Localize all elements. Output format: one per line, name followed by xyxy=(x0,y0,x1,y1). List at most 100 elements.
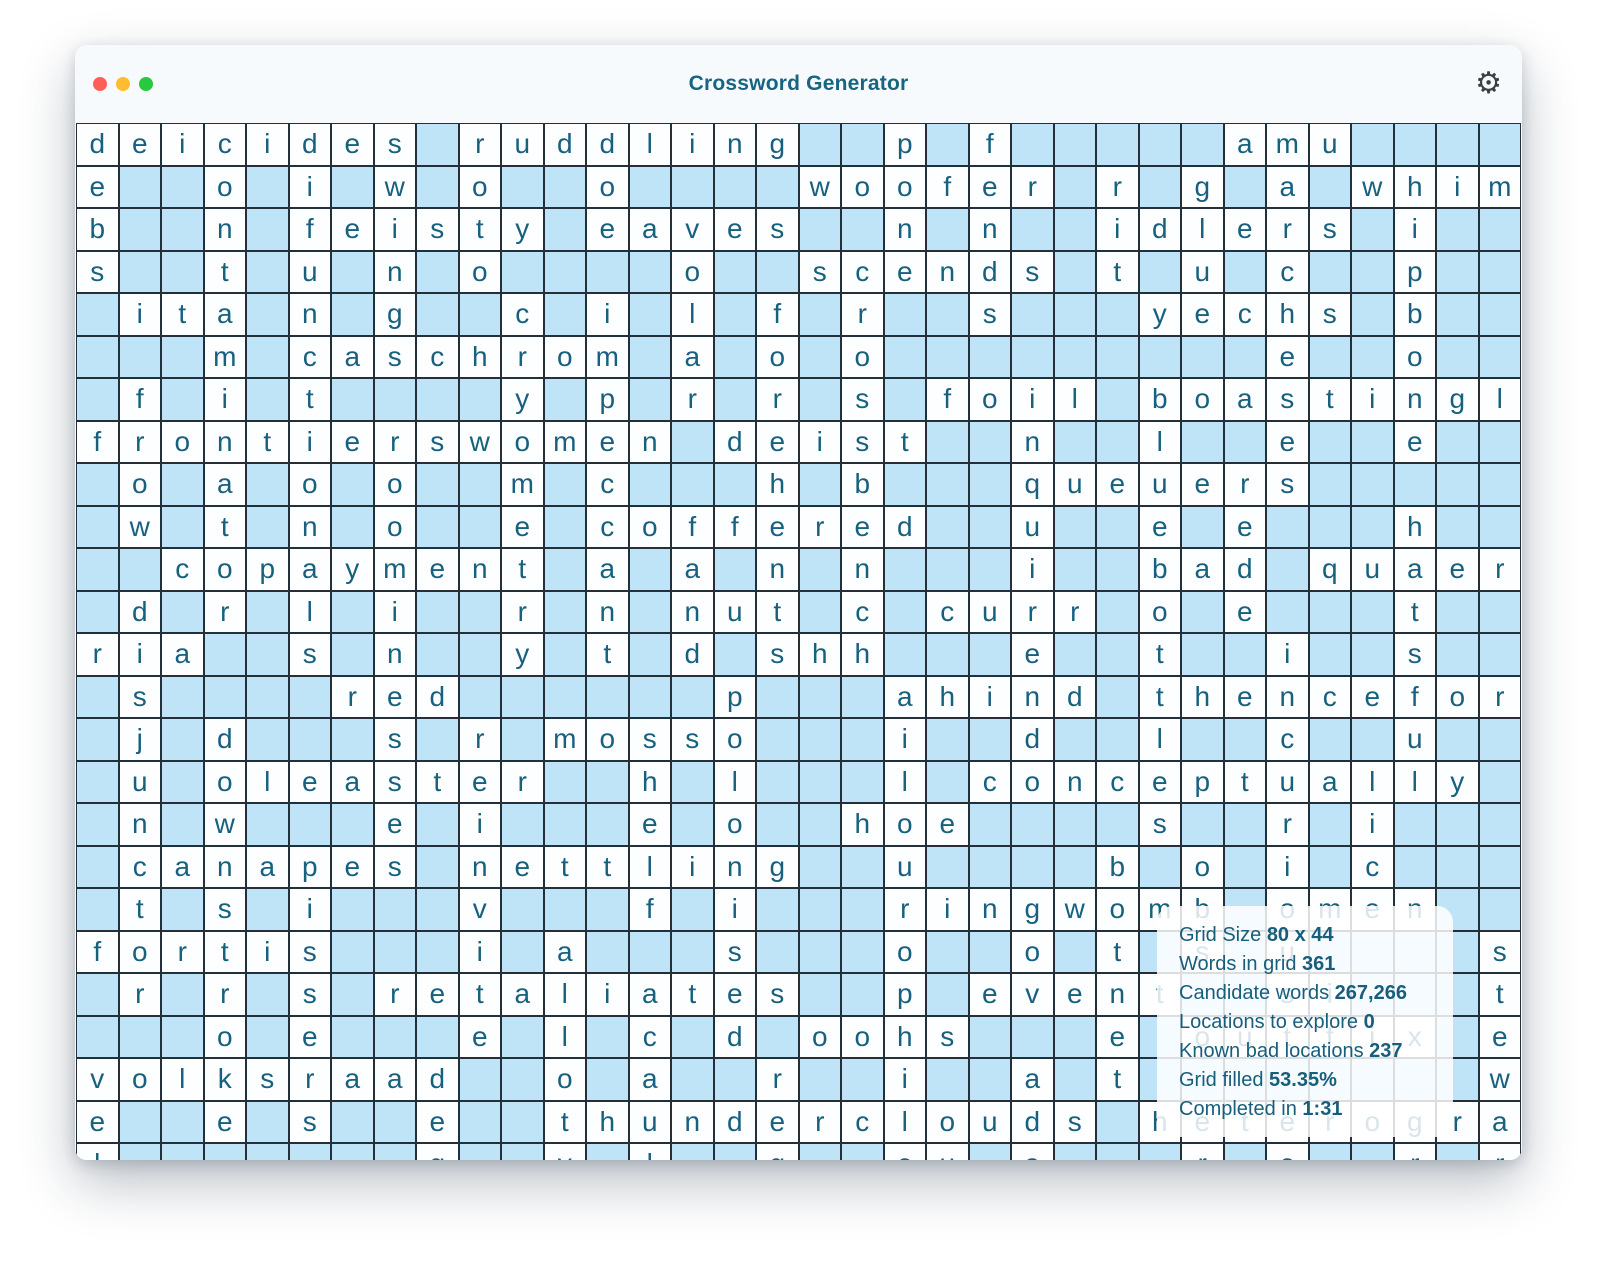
grid-cell-r12-c12[interactable] xyxy=(543,590,586,633)
grid-cell-r5-c18[interactable] xyxy=(798,293,841,336)
grid-cell-r17-c27[interactable] xyxy=(1181,803,1224,846)
grid-cell-r25-c6[interactable] xyxy=(288,1143,331,1160)
grid-cell-r19-c25[interactable]: o xyxy=(1096,888,1139,931)
grid-cell-r3-c14[interactable]: a xyxy=(628,208,671,251)
settings-gear-icon[interactable]: ⚙ xyxy=(1475,67,1502,100)
grid-cell-r14-c12[interactable] xyxy=(543,675,586,718)
grid-cell-r19-c9[interactable] xyxy=(416,888,459,931)
grid-cell-r20-c4[interactable]: t xyxy=(203,930,246,973)
grid-cell-r9-c20[interactable] xyxy=(883,463,926,506)
grid-cell-r23-c24[interactable] xyxy=(1053,1058,1096,1101)
grid-cell-r10-c13[interactable]: c xyxy=(586,505,629,548)
grid-cell-r3-c9[interactable]: s xyxy=(416,208,459,251)
grid-cell-r14-c25[interactable] xyxy=(1096,675,1139,718)
grid-cell-r16-c9[interactable]: t xyxy=(416,760,459,803)
grid-cell-r19-c20[interactable]: r xyxy=(883,888,926,931)
grid-cell-r24-c15[interactable]: n xyxy=(671,1100,714,1143)
grid-cell-r7-c18[interactable] xyxy=(798,378,841,421)
grid-cell-r10-c21[interactable] xyxy=(926,505,969,548)
grid-cell-r17-c33[interactable] xyxy=(1436,803,1479,846)
grid-cell-r5-c27[interactable]: e xyxy=(1181,293,1224,336)
grid-cell-r1-c33[interactable] xyxy=(1436,123,1479,166)
close-button[interactable] xyxy=(93,77,107,91)
grid-cell-r3-c26[interactable]: d xyxy=(1138,208,1181,251)
grid-cell-r21-c2[interactable]: r xyxy=(118,973,161,1016)
grid-cell-r11-c3[interactable]: c xyxy=(161,548,204,591)
grid-cell-r10-c19[interactable]: e xyxy=(841,505,884,548)
grid-cell-r18-c17[interactable]: g xyxy=(756,845,799,888)
grid-cell-r3-c17[interactable]: s xyxy=(756,208,799,251)
grid-cell-r15-c28[interactable] xyxy=(1223,718,1266,761)
grid-cell-r22-c24[interactable] xyxy=(1053,1015,1096,1058)
grid-cell-r2-c16[interactable] xyxy=(713,165,756,208)
grid-cell-r4-c32[interactable]: p xyxy=(1393,250,1436,293)
grid-cell-r10-c16[interactable]: f xyxy=(713,505,756,548)
grid-cell-r16-c20[interactable]: l xyxy=(883,760,926,803)
grid-cell-r25-c1[interactable]: l xyxy=(76,1143,119,1160)
grid-cell-r17-c5[interactable] xyxy=(246,803,289,846)
grid-cell-r1-c14[interactable]: l xyxy=(628,123,671,166)
grid-cell-r24-c7[interactable] xyxy=(331,1100,374,1143)
grid-cell-r17-c16[interactable]: o xyxy=(713,803,756,846)
grid-cell-r18-c18[interactable] xyxy=(798,845,841,888)
grid-cell-r14-c19[interactable] xyxy=(841,675,884,718)
grid-cell-r4-c21[interactable]: n xyxy=(926,250,969,293)
grid-cell-r7-c19[interactable]: s xyxy=(841,378,884,421)
grid-cell-r15-c29[interactable]: c xyxy=(1266,718,1309,761)
grid-cell-r23-c15[interactable] xyxy=(671,1058,714,1101)
grid-cell-r15-c10[interactable]: r xyxy=(458,718,501,761)
grid-cell-r23-c19[interactable] xyxy=(841,1058,884,1101)
grid-cell-r15-c20[interactable]: i xyxy=(883,718,926,761)
grid-cell-r20-c34[interactable]: s xyxy=(1478,930,1521,973)
grid-cell-r17-c6[interactable] xyxy=(288,803,331,846)
grid-cell-r7-c12[interactable] xyxy=(543,378,586,421)
grid-cell-r4-c5[interactable] xyxy=(246,250,289,293)
grid-cell-r22-c6[interactable]: e xyxy=(288,1015,331,1058)
grid-cell-r10-c20[interactable]: d xyxy=(883,505,926,548)
grid-cell-r8-c21[interactable] xyxy=(926,420,969,463)
grid-cell-r3-c16[interactable]: e xyxy=(713,208,756,251)
grid-cell-r6-c1[interactable] xyxy=(76,335,119,378)
grid-cell-r12-c15[interactable]: n xyxy=(671,590,714,633)
grid-cell-r20-c9[interactable] xyxy=(416,930,459,973)
grid-cell-r19-c34[interactable] xyxy=(1478,888,1521,931)
grid-cell-r24-c20[interactable]: l xyxy=(883,1100,926,1143)
grid-cell-r15-c21[interactable] xyxy=(926,718,969,761)
grid-cell-r21-c22[interactable]: e xyxy=(968,973,1011,1016)
grid-cell-r1-c18[interactable] xyxy=(798,123,841,166)
grid-cell-r22-c9[interactable] xyxy=(416,1015,459,1058)
grid-cell-r8-c31[interactable] xyxy=(1351,420,1394,463)
grid-cell-r25-c24[interactable] xyxy=(1053,1143,1096,1160)
grid-cell-r13-c7[interactable] xyxy=(331,633,374,676)
grid-cell-r23-c20[interactable]: i xyxy=(883,1058,926,1101)
grid-cell-r15-c26[interactable]: l xyxy=(1138,718,1181,761)
grid-cell-r12-c24[interactable]: r xyxy=(1053,590,1096,633)
grid-cell-r11-c25[interactable] xyxy=(1096,548,1139,591)
grid-cell-r4-c16[interactable] xyxy=(713,250,756,293)
grid-cell-r24-c21[interactable]: o xyxy=(926,1100,969,1143)
grid-cell-r25-c20[interactable]: e xyxy=(883,1143,926,1160)
grid-cell-r9-c5[interactable] xyxy=(246,463,289,506)
grid-cell-r11-c34[interactable]: r xyxy=(1478,548,1521,591)
grid-cell-r14-c26[interactable]: t xyxy=(1138,675,1181,718)
grid-cell-r13-c21[interactable] xyxy=(926,633,969,676)
grid-cell-r25-c4[interactable] xyxy=(203,1143,246,1160)
grid-cell-r15-c7[interactable] xyxy=(331,718,374,761)
grid-cell-r14-c31[interactable]: e xyxy=(1351,675,1394,718)
grid-cell-r3-c23[interactable] xyxy=(1011,208,1054,251)
grid-cell-r11-c12[interactable] xyxy=(543,548,586,591)
grid-cell-r13-c25[interactable] xyxy=(1096,633,1139,676)
grid-cell-r23-c6[interactable]: r xyxy=(288,1058,331,1101)
grid-cell-r3-c5[interactable] xyxy=(246,208,289,251)
grid-cell-r24-c14[interactable]: u xyxy=(628,1100,671,1143)
grid-cell-r2-c8[interactable]: w xyxy=(373,165,416,208)
grid-cell-r6-c27[interactable] xyxy=(1181,335,1224,378)
grid-cell-r5-c20[interactable] xyxy=(883,293,926,336)
grid-cell-r19-c15[interactable] xyxy=(671,888,714,931)
grid-cell-r24-c11[interactable] xyxy=(501,1100,544,1143)
grid-cell-r18-c28[interactable] xyxy=(1223,845,1266,888)
grid-cell-r17-c9[interactable] xyxy=(416,803,459,846)
grid-cell-r7-c33[interactable]: g xyxy=(1436,378,1479,421)
grid-cell-r20-c25[interactable]: t xyxy=(1096,930,1139,973)
grid-cell-r11-c33[interactable]: e xyxy=(1436,548,1479,591)
